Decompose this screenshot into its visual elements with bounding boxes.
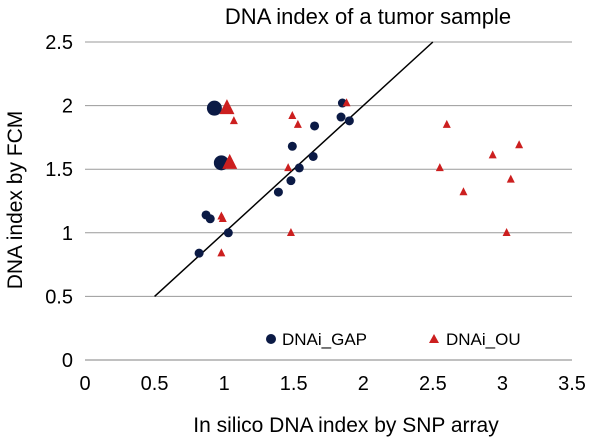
x-tick-label-7: 3.5 <box>558 373 586 395</box>
ou-point-12 <box>442 119 451 128</box>
y-tick-label-4: 2 <box>62 96 73 118</box>
y-tick-label-2: 1 <box>62 223 73 245</box>
gap-point-14 <box>344 116 354 126</box>
gap-point-7 <box>286 176 296 186</box>
gridlines <box>85 41 572 297</box>
ou-point-0 <box>219 99 235 115</box>
chart-title: DNA index of a tumor sample <box>225 4 511 29</box>
ou-point-15 <box>502 228 511 236</box>
ou-point-2 <box>217 248 226 257</box>
x-tick-label-3: 1.5 <box>280 373 308 395</box>
gap-point-10 <box>308 151 318 161</box>
y-tick-label-3: 1.5 <box>45 159 73 181</box>
legend-circle-marker <box>266 334 276 344</box>
y-axis-title: DNA index by FCM <box>4 111 27 290</box>
y-tick-label-0: 0 <box>62 350 73 372</box>
gap-point-2 <box>194 248 204 258</box>
gap-point-6 <box>273 187 283 197</box>
gap-point-0 <box>206 100 222 116</box>
x-tick-label-4: 2 <box>358 373 369 395</box>
legend: DNAi_GAP DNAi_OU <box>266 330 521 349</box>
x-tick-label-2: 1 <box>219 373 230 395</box>
x-tick-label-5: 2.5 <box>419 373 447 395</box>
gap-point-4 <box>205 214 215 224</box>
gap-point-9 <box>294 163 304 173</box>
legend-triangle-marker <box>429 334 439 343</box>
y-tick-label-5: 2.5 <box>45 32 73 54</box>
gap-point-11 <box>310 121 320 131</box>
ou-point-17 <box>515 140 524 149</box>
ou-point-1 <box>222 153 238 169</box>
ou-point-8 <box>288 110 297 119</box>
ou-point-10 <box>342 98 351 107</box>
gap-point-8 <box>287 141 297 151</box>
gap-point-5 <box>223 228 233 238</box>
ou-point-5 <box>229 116 238 125</box>
gap-point-12 <box>336 112 346 122</box>
legend-label-dnai-ou: DNAi_OU <box>446 330 521 349</box>
ou-point-14 <box>488 150 497 159</box>
ou-point-16 <box>506 174 515 183</box>
y-tick-label-1: 0.5 <box>45 286 73 308</box>
y-axis-ticks: 0 0.5 1 1.5 2 2.5 <box>45 32 73 372</box>
x-tick-label-1: 0.5 <box>141 373 169 395</box>
ou-point-9 <box>293 119 302 128</box>
x-axis-title: In silico DNA index by SNP array <box>193 414 499 437</box>
x-axis-ticks: 0 0.5 1 1.5 2 2.5 3 3.5 <box>79 373 585 395</box>
ou-point-13 <box>459 187 468 196</box>
ou-point-6 <box>284 163 293 172</box>
legend-label-dnai-gap: DNAi_GAP <box>282 330 367 349</box>
ou-point-11 <box>435 163 444 172</box>
x-tick-label-6: 3 <box>497 373 508 395</box>
data-points <box>194 98 524 258</box>
x-tick-label-0: 0 <box>79 373 90 395</box>
ou-point-4 <box>218 214 227 223</box>
ou-point-7 <box>286 228 295 236</box>
